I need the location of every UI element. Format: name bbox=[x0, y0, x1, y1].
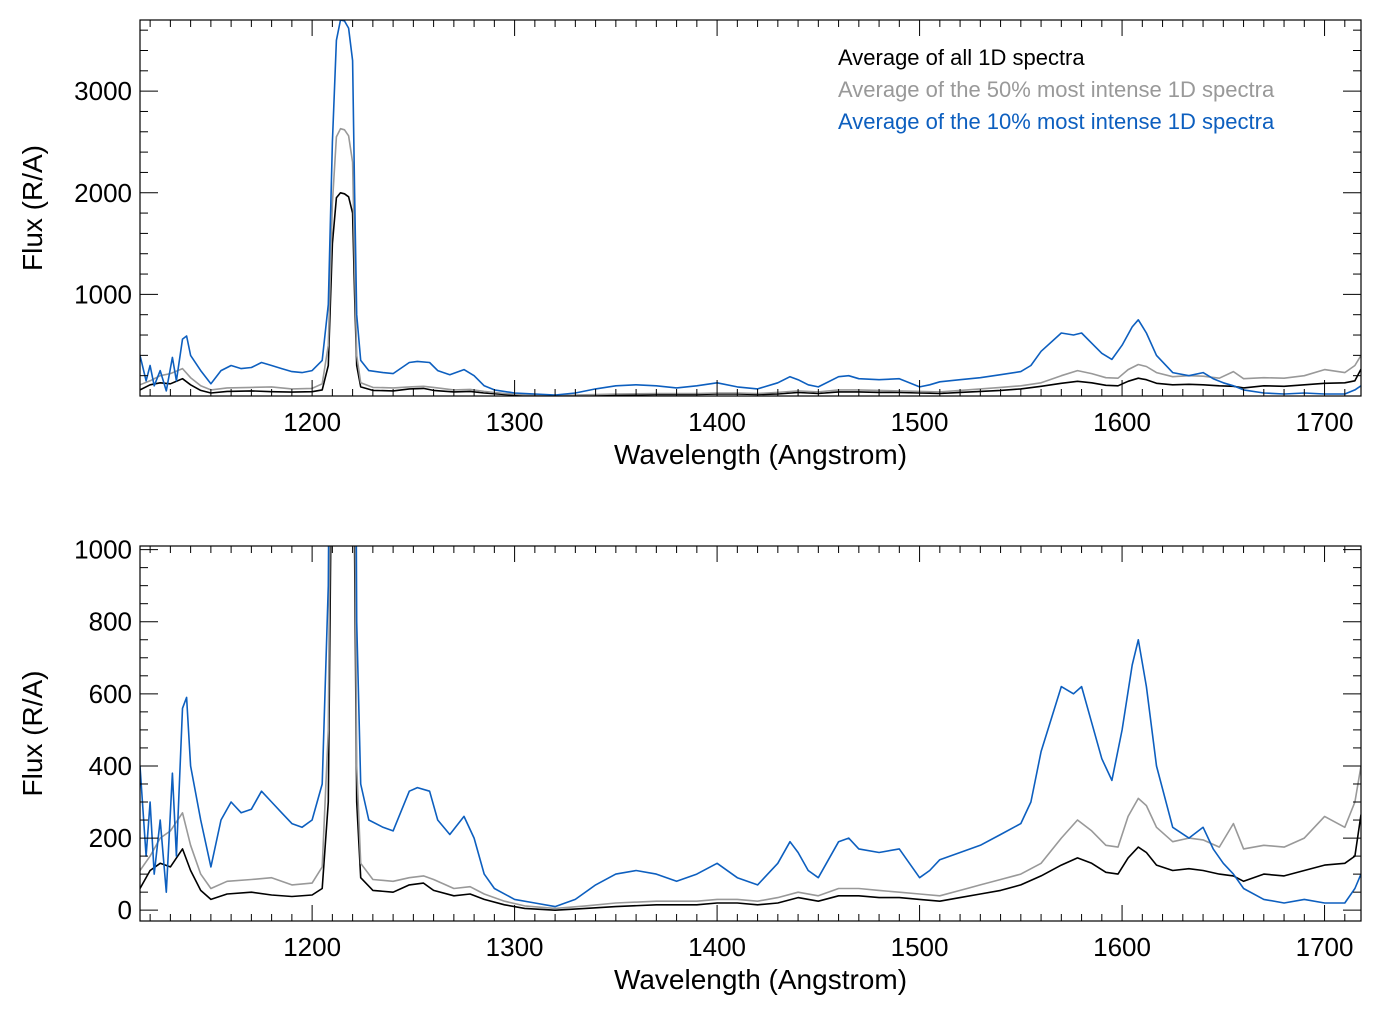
y-axis-label: Flux (R/A) bbox=[17, 671, 48, 797]
series-line-1 bbox=[140, 546, 1361, 910]
y-tick-label: 0 bbox=[118, 895, 132, 925]
x-tick-label: 1500 bbox=[891, 407, 949, 437]
x-tick-label: 1200 bbox=[283, 407, 341, 437]
y-tick-label: 400 bbox=[89, 751, 132, 781]
y-tick-label: 200 bbox=[89, 823, 132, 853]
series-line-0 bbox=[140, 192, 1361, 396]
series-line-2 bbox=[140, 20, 1361, 396]
series-line-2 bbox=[140, 546, 1361, 908]
x-tick-label: 1600 bbox=[1093, 407, 1151, 437]
y-axis-label: Flux (R/A) bbox=[17, 145, 48, 271]
x-tick-label: 1300 bbox=[486, 407, 544, 437]
axis-ticks bbox=[140, 546, 1361, 921]
axes-frame bbox=[139, 19, 1362, 397]
y-tick-label: 600 bbox=[89, 679, 132, 709]
legend-entry-2: Average of the 10% most intense 1D spect… bbox=[838, 109, 1275, 134]
legend-entry-1: Average of the 50% most intense 1D spect… bbox=[838, 77, 1275, 102]
series-lines bbox=[140, 546, 1361, 911]
y-tick-label: 800 bbox=[89, 607, 132, 637]
x-tick-label: 1500 bbox=[891, 932, 949, 962]
x-tick-label: 1200 bbox=[283, 932, 341, 962]
y-tick-label: 1000 bbox=[74, 279, 132, 309]
y-tick-label: 3000 bbox=[74, 76, 132, 106]
series-line-1 bbox=[140, 127, 1361, 396]
x-tick-label: 1700 bbox=[1296, 932, 1354, 962]
legend-entry-0: Average of all 1D spectra bbox=[838, 45, 1085, 70]
y-tick-label: 1000 bbox=[74, 535, 132, 565]
x-tick-label: 1300 bbox=[486, 932, 544, 962]
x-tick-label: 1600 bbox=[1093, 932, 1151, 962]
series-line-0 bbox=[140, 546, 1361, 911]
series-lines bbox=[140, 20, 1361, 396]
legend: Average of all 1D spectra Average of the … bbox=[838, 45, 1275, 134]
top-panel: 1200 1300 1400 1500 1600 1700 1000 2000 3000 Wave… bbox=[17, 19, 1362, 470]
x-axis-label: Wavelength (Angstrom) bbox=[614, 964, 907, 995]
x-axis-label: Wavelength (Angstrom) bbox=[614, 439, 907, 470]
x-tick-label: 1400 bbox=[688, 407, 746, 437]
axis-ticks bbox=[140, 20, 1361, 397]
bottom-panel: 1200 1300 1400 1500 1600 1700 0 200 400 600 800 100… bbox=[17, 535, 1362, 995]
axes-frame bbox=[139, 545, 1362, 922]
x-tick-label: 1400 bbox=[688, 932, 746, 962]
x-tick-label: 1700 bbox=[1296, 407, 1354, 437]
y-tick-label: 2000 bbox=[74, 178, 132, 208]
